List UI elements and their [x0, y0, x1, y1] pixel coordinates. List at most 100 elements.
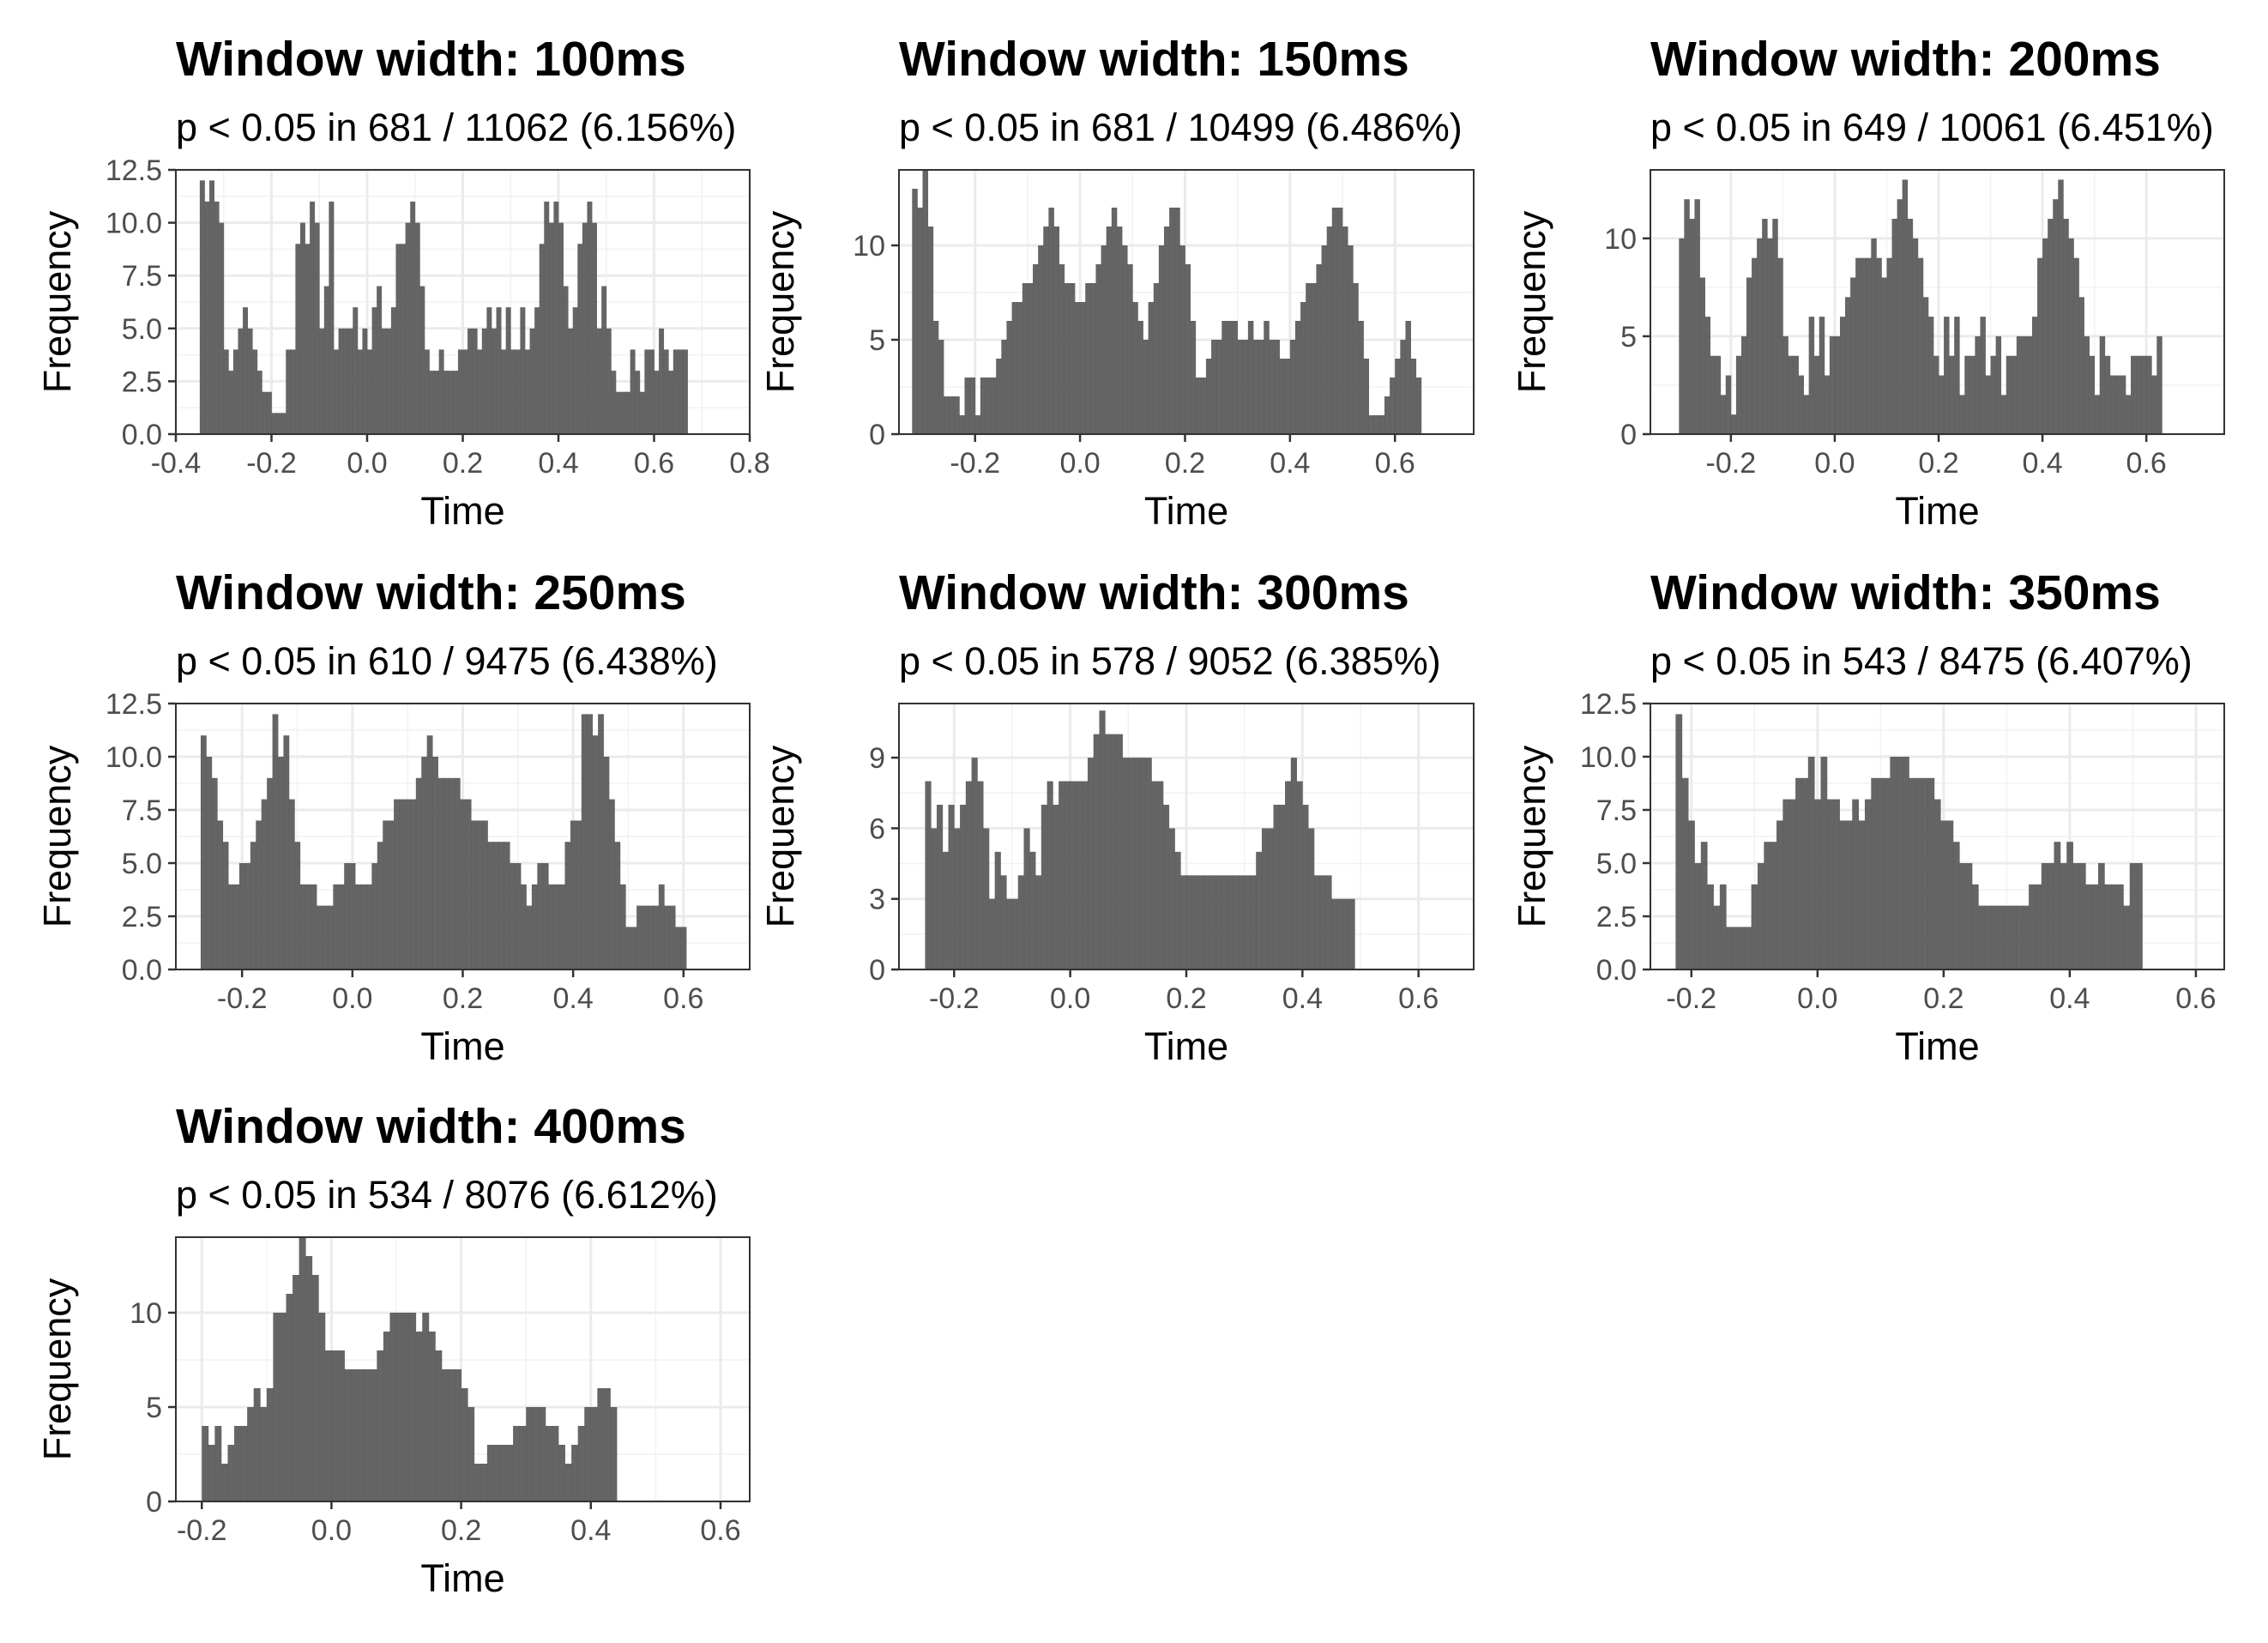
histogram-bar — [1735, 355, 1742, 434]
histogram-bar — [576, 820, 582, 969]
histogram-bar — [355, 884, 361, 969]
histogram-bar — [1157, 781, 1164, 969]
histogram-bar — [1137, 321, 1143, 434]
histogram-bar — [338, 884, 345, 969]
y-tick-label: 10.0 — [1580, 741, 1637, 774]
histogram-bar — [399, 799, 406, 969]
histogram-bar — [1764, 842, 1771, 969]
histogram-bar — [1106, 227, 1113, 434]
histogram-bar — [1732, 927, 1740, 969]
histogram-bar — [969, 378, 976, 434]
panel-title: Window width: 400ms — [176, 1099, 686, 1154]
histogram-bar — [1053, 227, 1060, 434]
y-tick-label: 12.5 — [106, 154, 162, 187]
histogram-bar — [402, 1313, 410, 1501]
histogram-bar — [996, 359, 1002, 434]
histogram-bar — [432, 757, 438, 969]
histogram-bar — [443, 777, 449, 969]
histogram-bar — [558, 222, 564, 434]
histogram-bar — [422, 1313, 430, 1501]
y-tick-label: 0.0 — [122, 954, 162, 987]
histogram-bar — [1946, 820, 1954, 969]
histogram-bar — [404, 799, 411, 969]
histogram-bar — [1233, 875, 1240, 969]
histogram-bar — [1927, 777, 1935, 969]
histogram-bar — [544, 201, 550, 434]
plot-border — [175, 1236, 751, 1502]
histogram-bar — [922, 170, 929, 434]
histogram-bar — [592, 222, 597, 434]
histogram-bar — [2041, 863, 2048, 969]
x-tick-label: 0.6 — [1375, 447, 1415, 480]
histogram-bar — [2117, 884, 2124, 969]
histogram-bar — [1311, 283, 1317, 434]
histogram-bar — [519, 1426, 527, 1501]
histogram-bar — [1819, 317, 1825, 434]
histogram-bar — [317, 905, 323, 969]
histogram-bar — [1368, 415, 1375, 434]
histogram-bar — [209, 180, 214, 434]
histogram-bar — [1917, 257, 1924, 434]
histogram-bar — [238, 328, 244, 434]
y-tick-label: 5 — [869, 324, 885, 357]
histogram-bar — [927, 227, 934, 434]
histogram-bar — [410, 201, 416, 434]
histogram-bar — [386, 328, 392, 434]
histogram-bar — [581, 714, 588, 969]
histogram-bar — [1022, 283, 1028, 434]
x-tick-label: -0.2 — [217, 982, 268, 1015]
histogram-bar — [338, 328, 344, 434]
y-tick-label: 5.0 — [1596, 848, 1637, 880]
histogram-bar — [1886, 257, 1892, 434]
histogram-bar — [1694, 863, 1702, 969]
y-tick-label: 7.5 — [1596, 794, 1637, 827]
histogram-bar — [2003, 905, 2011, 969]
histogram-bar — [564, 1464, 572, 1501]
histogram-bar — [1200, 378, 1207, 434]
histogram-bar — [486, 1445, 494, 1501]
histogram-bar — [1238, 875, 1246, 969]
histogram-bar — [983, 828, 990, 969]
histogram-bar — [2131, 355, 2137, 434]
y-tick-label: 5 — [146, 1392, 162, 1424]
histogram-bar — [597, 1388, 605, 1501]
histogram-bar — [1319, 875, 1326, 969]
histogram-bar — [2037, 257, 2043, 434]
histogram-bar — [2097, 863, 2105, 969]
histogram-bar — [1253, 340, 1259, 434]
histogram-bar — [1232, 321, 1239, 434]
histogram-bar — [1294, 321, 1301, 434]
histogram-bar — [1726, 927, 1733, 969]
histogram-panel-4: Window width: 250ms p < 0.05 in 610 / 947… — [35, 565, 751, 1068]
histogram-bar — [2010, 905, 2017, 969]
histogram-bar — [1122, 245, 1128, 434]
histogram-bar — [577, 1426, 585, 1501]
histogram-bar — [2078, 863, 2086, 969]
histogram-bar — [252, 349, 258, 434]
histogram-bar — [2114, 375, 2121, 434]
histogram-bar — [266, 1388, 274, 1501]
histogram-bar — [1258, 340, 1264, 434]
histogram-bar — [1852, 799, 1860, 969]
histogram-bar — [1041, 804, 1047, 969]
histogram-bar — [204, 201, 210, 434]
histogram-bar — [1227, 321, 1233, 434]
histogram-bar — [460, 799, 467, 969]
histogram-bar — [1866, 257, 1872, 434]
panel-title: Window width: 200ms — [1650, 32, 2161, 87]
histogram-bar — [985, 378, 992, 434]
histogram-bar — [426, 735, 433, 969]
histogram-bar — [278, 757, 284, 969]
histogram-bar — [1122, 758, 1129, 969]
histogram-bar — [1980, 317, 1986, 434]
histogram-bar — [389, 1313, 397, 1501]
histogram-bar — [1221, 875, 1227, 969]
histogram-bar — [371, 863, 378, 969]
x-tick-label: -0.4 — [151, 447, 202, 480]
histogram-bar — [1153, 283, 1160, 434]
histogram-bar — [217, 820, 224, 969]
x-axis-label: Time — [1895, 489, 1979, 533]
x-tick-label: -0.2 — [929, 982, 980, 1015]
histogram-bar — [545, 1426, 552, 1501]
histogram-bar — [1180, 875, 1187, 969]
